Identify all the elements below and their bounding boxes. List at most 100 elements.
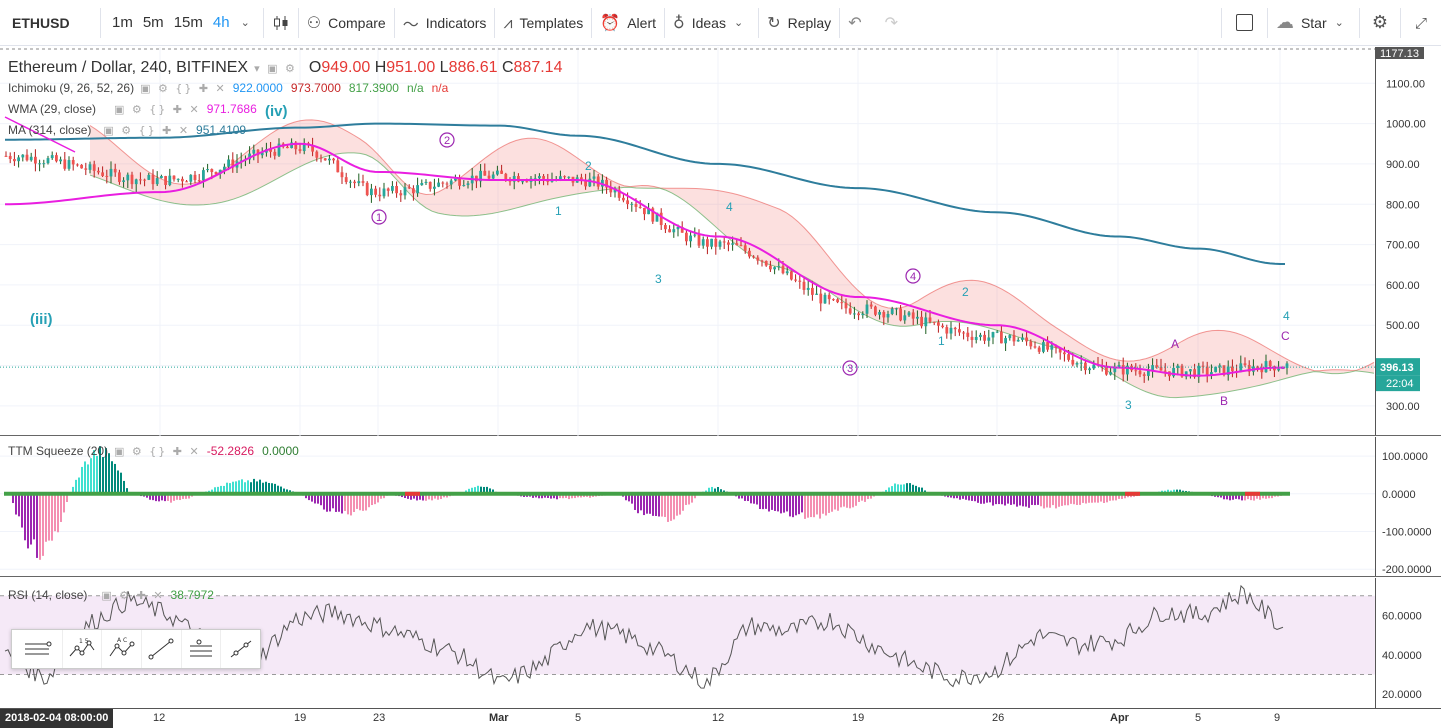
candle-body — [416, 185, 419, 194]
candle-body — [17, 157, 20, 162]
chart-type-button[interactable] — [264, 0, 298, 46]
time-label: 23 — [373, 712, 386, 724]
candle-body — [1033, 346, 1037, 348]
candle-body — [760, 260, 764, 262]
separator — [591, 7, 593, 38]
templates-button[interactable]: ⩘ Templates — [495, 0, 591, 46]
redo-button[interactable]: ↷ — [877, 0, 913, 46]
legend-buttons[interactable]: ▣ ⚙ {} ✚ ✕ — [103, 123, 191, 137]
time-label: 5 — [575, 712, 582, 724]
candle-body — [1016, 339, 1020, 342]
settings-button[interactable]: ⚙ — [1360, 0, 1400, 46]
candle-body — [630, 203, 634, 205]
candle-body — [869, 304, 873, 307]
templates-label: Templates — [519, 14, 584, 31]
fullscreen-toggle[interactable] — [1222, 0, 1267, 46]
elliott-correction-tool[interactable]: A C — [101, 630, 141, 668]
price-axis[interactable] — [1375, 47, 1441, 435]
undo-button[interactable]: ↶ — [840, 0, 876, 46]
candle-body — [491, 174, 495, 179]
rsi-axis[interactable] — [1375, 578, 1441, 708]
ichimoku-chikou: 817.3900 — [348, 81, 399, 95]
time-axis[interactable]: 2018-02-04 08:00:00 12 19 23 Mar 5 12 19… — [0, 708, 1441, 728]
time-label: Apr — [1110, 712, 1129, 724]
candle-body — [1046, 342, 1049, 350]
price-pane[interactable]: 300.00400.00500.00600.00700.00800.00900.… — [0, 47, 1441, 436]
compare-button[interactable]: ⚇ Compare — [299, 0, 394, 46]
timeframe-5m[interactable]: 5m — [142, 14, 164, 31]
candle-body — [1021, 337, 1024, 340]
candle-body — [617, 189, 621, 198]
legend-buttons[interactable]: ▣ ⚙ {} ✚ ✕ — [114, 102, 201, 116]
timeframe-1m[interactable]: 1m — [112, 14, 133, 31]
wave-label: 3 — [1125, 398, 1132, 412]
candle-body — [823, 294, 827, 304]
candle-body — [1210, 372, 1213, 375]
candle-body — [815, 293, 818, 295]
candle-body — [13, 159, 16, 162]
candle-body — [945, 327, 949, 334]
ray-tool[interactable] — [220, 630, 260, 668]
candle-body — [1239, 363, 1243, 372]
ideas-button[interactable]: ♁ Ideas ⌄ — [665, 0, 758, 46]
candle-body — [143, 179, 146, 181]
candle-body — [1042, 342, 1045, 352]
ttm-tick-label: 0.0000 — [1382, 489, 1416, 501]
trend-line-icon — [148, 638, 174, 660]
wave-label: 2 — [962, 285, 969, 299]
separator — [262, 7, 264, 38]
candle-body — [302, 143, 306, 152]
candle-body — [323, 158, 327, 161]
price-tick-label: 800.00 — [1386, 199, 1420, 211]
ttm-axis[interactable] — [1375, 437, 1441, 576]
candle-body — [764, 261, 768, 266]
candle-body — [634, 203, 638, 207]
star-button[interactable]: ☁ Star ⌄ — [1268, 0, 1359, 46]
candle-body — [109, 168, 113, 177]
legend-buttons[interactable]: ▣ ⚙ ✚ ✕ — [101, 588, 165, 602]
indicators-button[interactable]: 〜 Indicators — [395, 0, 495, 46]
timeframe-4h[interactable]: 4h — [212, 14, 230, 31]
legend-buttons[interactable]: ▣ ⚙ {} ✚ ✕ — [114, 444, 201, 458]
candle-body — [8, 155, 12, 160]
candle-body — [953, 327, 957, 330]
candle-body — [97, 170, 100, 173]
drawing-tools-bar: 1 5 A C — [11, 629, 261, 669]
candle-body — [1121, 365, 1125, 375]
price-chart[interactable]: 300.00400.00500.00600.00700.00800.00900.… — [0, 47, 1441, 436]
candle-body — [164, 176, 167, 185]
alert-button[interactable]: ⏰ Alert — [592, 0, 664, 46]
separator — [758, 7, 760, 38]
horizontal-lines-icon — [24, 641, 52, 655]
candle-body — [248, 153, 251, 160]
parallel-channel-tool[interactable] — [180, 630, 221, 668]
trend-line-tool[interactable] — [140, 630, 181, 668]
candle-body — [1172, 367, 1175, 377]
candle-body — [286, 146, 289, 149]
candle-body — [794, 279, 797, 281]
chevron-down-icon: ⌄ — [1334, 16, 1344, 29]
horizontal-lines-tool[interactable] — [12, 630, 62, 668]
expand-button[interactable]: ⤢ — [1401, 0, 1441, 46]
wave-label: 4 — [1283, 309, 1290, 323]
wma-name: WMA (29, close) — [8, 102, 97, 116]
candle-body — [311, 145, 314, 152]
symbol-search[interactable]: ETHUSD — [12, 14, 70, 31]
timeframe-15m[interactable]: 15m — [173, 14, 203, 31]
legend-buttons[interactable]: ▣ ⚙ {} ✚ ✕ — [140, 81, 227, 95]
ttm-squeeze-pane[interactable]: 100.0000 0.0000 -100.0000 -200.0000 TTM Squ… — [0, 437, 1441, 577]
chevron-down-icon[interactable]: ⌄ — [240, 16, 250, 29]
candle-body — [80, 164, 83, 169]
candle-body — [1105, 366, 1108, 375]
replay-button[interactable]: ↻ Replay — [759, 0, 839, 46]
main-legend: Ethereum / Dollar, 240, BITFINEX ▾ ▣ ⚙ O… — [8, 59, 562, 77]
legend-buttons[interactable]: ▾ ▣ ⚙ — [254, 61, 297, 75]
candle-body — [689, 235, 692, 242]
elliott-impulse-tool[interactable]: 1 5 — [61, 630, 102, 668]
candle-body — [970, 336, 974, 340]
candle-body — [512, 176, 516, 182]
candle-body — [122, 180, 125, 182]
high-label: H — [374, 59, 387, 76]
candle-body — [328, 158, 331, 161]
ttm-squeeze-chart[interactable]: 100.0000 0.0000 -100.0000 -200.0000 — [0, 437, 1441, 577]
